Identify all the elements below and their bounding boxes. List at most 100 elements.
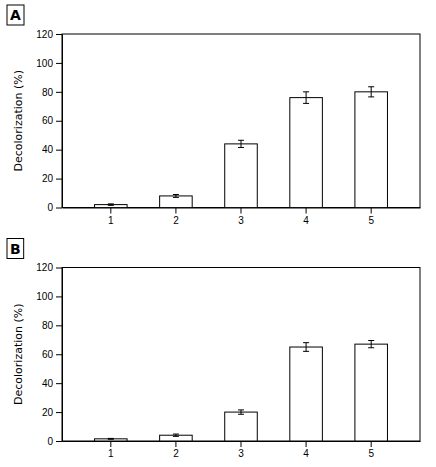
tick: 0 — [47, 436, 62, 447]
tick-label: 4 — [303, 215, 309, 226]
tick-mark — [56, 441, 62, 442]
tick-mark — [56, 325, 62, 326]
tick-label: 4 — [303, 448, 309, 459]
tick: 120 — [36, 262, 62, 273]
error-bar — [368, 87, 374, 97]
tick: 80 — [42, 87, 62, 98]
error-bar-line — [238, 140, 244, 147]
x-axis: 1 2 3 4 5 — [63, 441, 421, 459]
tick-mark — [371, 208, 372, 214]
tick-mark — [110, 208, 111, 214]
tick-mark — [56, 208, 62, 209]
error-bar-line — [173, 434, 179, 436]
tick: 40 — [42, 378, 62, 389]
tick: 40 — [42, 144, 62, 155]
tick: 60 — [42, 115, 62, 126]
error-bar — [303, 343, 309, 352]
error-bar-line — [238, 410, 244, 414]
tick-label: 120 — [36, 262, 53, 273]
error-bar-line — [303, 92, 309, 104]
panel-label-box — [7, 5, 24, 25]
error-bar-line — [173, 194, 179, 197]
tick: 20 — [42, 173, 62, 184]
panel-label: B — [7, 239, 24, 259]
tick-label: 1 — [108, 215, 114, 226]
tick: 2 — [173, 441, 179, 459]
marks — [95, 341, 388, 441]
panel: 12345020406080100120Decolorization (%)B — [7, 239, 421, 460]
marks — [95, 87, 388, 208]
plot-frame — [62, 268, 420, 442]
y-axis-title: Decolorization (%) — [12, 70, 25, 172]
tick: 2 — [173, 208, 179, 226]
tick-label: 5 — [368, 448, 374, 459]
tick-label: 20 — [42, 407, 54, 418]
error-bar — [238, 140, 244, 147]
y-axis: 020406080100120 — [36, 262, 62, 447]
x-axis: 1 2 3 4 5 — [63, 208, 421, 226]
axis-line — [62, 268, 63, 442]
error-bar — [303, 92, 309, 104]
tick-label: 1 — [108, 448, 114, 459]
bar — [355, 92, 388, 208]
tick-label: 2 — [173, 215, 179, 226]
error-bar — [173, 434, 179, 436]
error-bar-line — [303, 343, 309, 352]
tick-label: 60 — [42, 115, 54, 126]
y-axis-title: Decolorization (%) — [12, 304, 25, 406]
tick: 3 — [238, 441, 244, 459]
error-bar-line — [368, 87, 374, 97]
tick-label: 40 — [42, 144, 54, 155]
tick-mark — [56, 179, 62, 180]
tick-mark — [56, 354, 62, 355]
tick-label: 100 — [36, 58, 53, 69]
panel-label-box — [7, 239, 24, 259]
figure: 12345020406080100120Decolorization (%)A1… — [0, 0, 436, 467]
tick: 0 — [47, 202, 62, 213]
tick-mark — [241, 441, 242, 447]
tick: 80 — [42, 320, 62, 331]
tick: 4 — [303, 208, 309, 226]
tick: 5 — [368, 441, 374, 459]
panel-label: A — [7, 5, 24, 25]
tick-label: 5 — [368, 215, 374, 226]
tick: 20 — [42, 407, 62, 418]
bar — [290, 98, 323, 208]
tick-label: 80 — [42, 320, 54, 331]
error-bar — [173, 194, 179, 197]
tick-mark — [56, 383, 62, 384]
panel-label-text: B — [10, 241, 21, 257]
tick-mark — [175, 208, 176, 214]
tick: 3 — [238, 208, 244, 226]
bar — [95, 439, 128, 441]
tick-mark — [371, 441, 372, 447]
panel: 1 2 3 4 5 0 20 40 60 80 100 120 Decolorization (%) A — [7, 5, 421, 226]
tick: 4 — [303, 441, 309, 459]
tick-label: 60 — [42, 349, 54, 360]
tick-mark — [56, 150, 62, 151]
error-bar-line — [108, 204, 114, 205]
tick: 120 — [36, 29, 62, 40]
tick-mark — [56, 121, 62, 122]
tick-label: 3 — [238, 215, 244, 226]
tick-label: 2 — [173, 448, 179, 459]
tick: 100 — [36, 58, 62, 69]
bar — [95, 205, 128, 208]
tick-mark — [175, 441, 176, 447]
tick: 1 — [108, 208, 114, 226]
tick-mark — [56, 296, 62, 297]
tick-mark — [306, 441, 307, 447]
bar — [225, 412, 258, 441]
tick-mark — [56, 412, 62, 413]
tick-mark — [306, 208, 307, 214]
tick-mark — [56, 63, 62, 64]
tick-mark — [56, 268, 62, 269]
plot-frame — [62, 34, 420, 208]
error-bar-line — [108, 438, 114, 440]
tick: 5 — [368, 208, 374, 226]
tick-label: 40 — [42, 378, 54, 389]
error-bar — [108, 438, 114, 440]
tick: 60 — [42, 349, 62, 360]
tick-mark — [56, 92, 62, 93]
tick-label: 3 — [238, 448, 244, 459]
